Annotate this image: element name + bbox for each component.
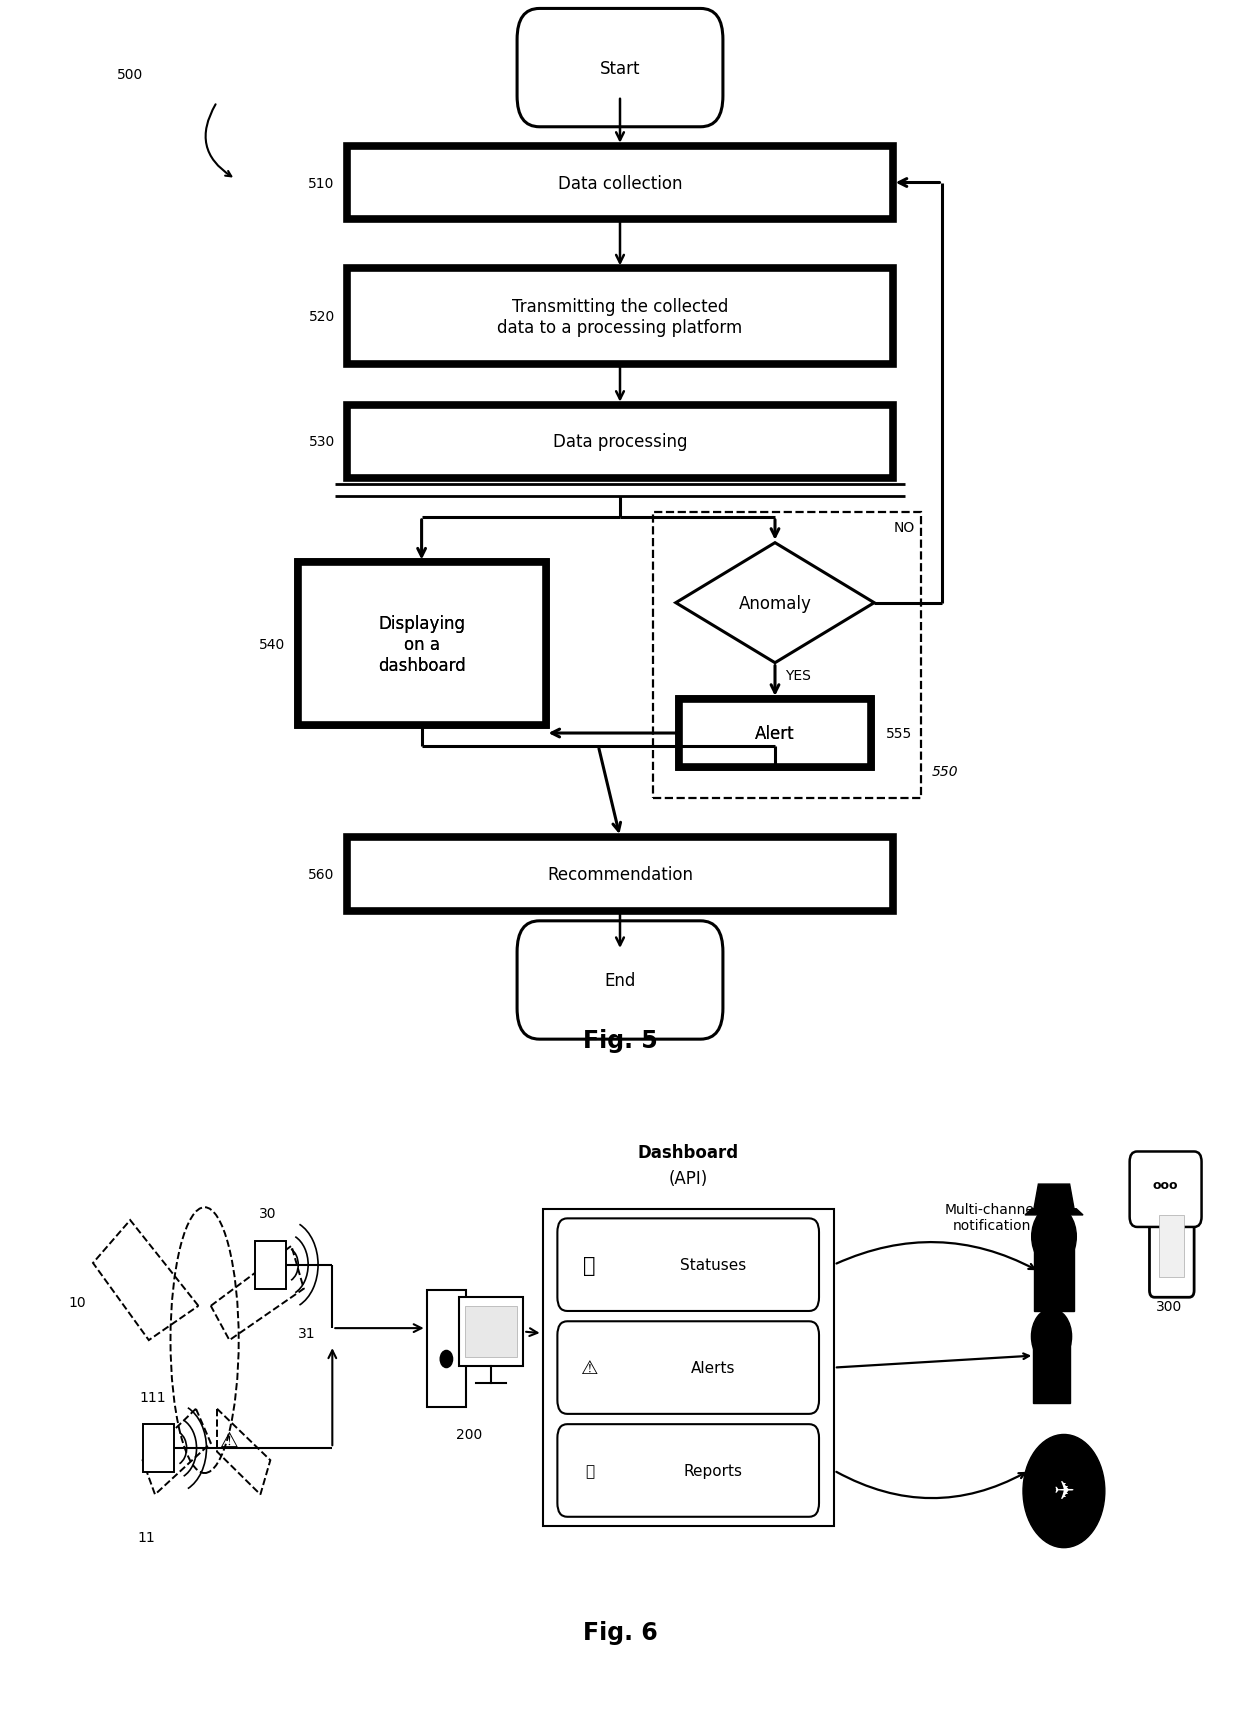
Polygon shape (1025, 1208, 1083, 1215)
Text: 510: 510 (309, 177, 335, 190)
Text: 550: 550 (931, 764, 957, 778)
Text: 111: 111 (139, 1390, 166, 1404)
FancyBboxPatch shape (680, 699, 870, 768)
Text: Displaying
on a
dashboard: Displaying on a dashboard (378, 615, 465, 674)
Text: Start: Start (600, 60, 640, 77)
FancyBboxPatch shape (465, 1306, 517, 1357)
Text: 555: 555 (885, 727, 913, 740)
FancyBboxPatch shape (298, 562, 546, 727)
Text: Multi-channel
notification: Multi-channel notification (945, 1202, 1039, 1232)
Polygon shape (676, 543, 874, 663)
Text: Reports: Reports (683, 1464, 743, 1477)
Text: End: End (604, 972, 636, 989)
FancyBboxPatch shape (680, 699, 870, 768)
FancyBboxPatch shape (1130, 1152, 1202, 1227)
Text: ⓘ: ⓘ (583, 1255, 596, 1275)
FancyBboxPatch shape (680, 699, 870, 768)
Text: 520: 520 (309, 310, 335, 324)
FancyBboxPatch shape (558, 1219, 820, 1311)
FancyBboxPatch shape (1033, 1342, 1070, 1404)
Text: ooo: ooo (1153, 1178, 1178, 1191)
FancyBboxPatch shape (459, 1297, 523, 1366)
Text: 560: 560 (309, 867, 335, 881)
FancyBboxPatch shape (347, 405, 893, 478)
Text: Statuses: Statuses (680, 1258, 746, 1272)
FancyBboxPatch shape (517, 922, 723, 1039)
Text: 300: 300 (1156, 1299, 1183, 1313)
Text: Data processing: Data processing (553, 434, 687, 451)
Text: 11: 11 (138, 1531, 155, 1544)
Text: Transmitting the collected
data to a processing platform: Transmitting the collected data to a pro… (497, 298, 743, 336)
Text: Alert: Alert (755, 725, 795, 742)
FancyBboxPatch shape (298, 562, 546, 727)
Text: 530: 530 (309, 435, 335, 449)
Text: Recommendation: Recommendation (547, 866, 693, 883)
Text: (API): (API) (668, 1169, 708, 1188)
Text: 500: 500 (117, 69, 144, 82)
Text: Alert: Alert (755, 725, 795, 742)
Text: Data collection: Data collection (558, 175, 682, 192)
FancyBboxPatch shape (347, 146, 893, 219)
Text: 31: 31 (298, 1327, 315, 1340)
Text: Anomaly: Anomaly (739, 595, 811, 612)
FancyBboxPatch shape (543, 1210, 835, 1525)
FancyBboxPatch shape (144, 1424, 174, 1472)
FancyBboxPatch shape (1149, 1195, 1194, 1297)
FancyBboxPatch shape (1159, 1215, 1184, 1277)
Circle shape (440, 1351, 453, 1368)
FancyBboxPatch shape (558, 1424, 820, 1517)
Text: ⚠: ⚠ (219, 1429, 239, 1450)
Text: Alerts: Alerts (691, 1361, 735, 1375)
Text: YES: YES (785, 668, 811, 682)
Text: 540: 540 (259, 638, 285, 651)
FancyBboxPatch shape (298, 562, 546, 727)
FancyBboxPatch shape (347, 838, 893, 912)
Text: 10: 10 (68, 1296, 86, 1309)
FancyBboxPatch shape (347, 146, 893, 219)
FancyBboxPatch shape (558, 1321, 820, 1414)
Text: 30: 30 (259, 1207, 277, 1220)
FancyBboxPatch shape (427, 1291, 466, 1407)
Text: Fig. 6: Fig. 6 (583, 1620, 657, 1644)
Text: NO: NO (894, 521, 915, 535)
FancyBboxPatch shape (255, 1241, 285, 1289)
Text: 📄: 📄 (585, 1464, 594, 1477)
FancyBboxPatch shape (347, 838, 893, 912)
Text: Displaying
on a
dashboard: Displaying on a dashboard (378, 615, 465, 674)
FancyBboxPatch shape (347, 405, 893, 478)
FancyBboxPatch shape (347, 269, 893, 365)
Text: ⚠: ⚠ (580, 1357, 599, 1378)
Circle shape (1032, 1309, 1071, 1364)
FancyBboxPatch shape (298, 562, 546, 727)
Polygon shape (1034, 1184, 1074, 1208)
Text: Dashboard: Dashboard (637, 1143, 739, 1162)
Circle shape (1023, 1435, 1105, 1548)
FancyBboxPatch shape (517, 10, 723, 127)
FancyBboxPatch shape (347, 269, 893, 365)
FancyBboxPatch shape (1034, 1243, 1074, 1311)
Text: Fig. 5: Fig. 5 (583, 1028, 657, 1052)
Text: 200: 200 (455, 1428, 482, 1441)
FancyBboxPatch shape (680, 699, 870, 768)
Text: ✈: ✈ (1054, 1479, 1074, 1503)
Circle shape (1032, 1207, 1076, 1268)
